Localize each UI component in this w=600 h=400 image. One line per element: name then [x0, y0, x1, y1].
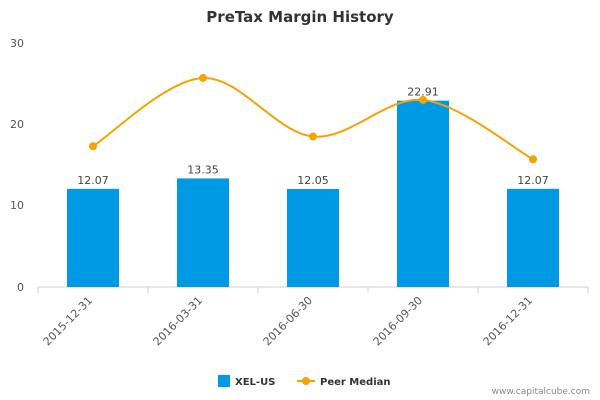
y-axis: 0 10 20 30 [10, 37, 24, 294]
peer-median-point [309, 132, 317, 141]
bar [287, 188, 339, 287]
bar [397, 100, 449, 287]
y-tick-label: 0 [17, 281, 24, 294]
bar-data-label: 12.07 [517, 174, 549, 187]
bar [67, 188, 119, 287]
watermark: www.capitalcube.com [492, 387, 590, 397]
y-tick-label: 10 [10, 199, 24, 212]
bar-data-label: 12.07 [77, 174, 109, 187]
bar-data-labels: 12.07 13.35 12.05 22.91 12.07 [77, 86, 549, 187]
legend-marker-peer-median [302, 377, 310, 385]
bar-data-label: 22.91 [407, 86, 439, 99]
y-tick-label: 30 [10, 37, 24, 50]
legend-label-xel-us: XEL-US [235, 377, 275, 388]
x-tick-label: 2016-03-31 [151, 294, 205, 348]
x-tick-labels: 2015-12-31 2016-03-31 2016-06-30 2016-09-30… [41, 294, 535, 348]
chart-title: PreTax Margin History [206, 8, 394, 26]
legend-swatch-xel-us [218, 375, 230, 387]
bar-data-label: 12.05 [297, 174, 329, 187]
y-tick-label: 20 [10, 118, 24, 131]
bar [177, 178, 229, 287]
line-series-peer-median [89, 73, 537, 164]
x-tick-label: 2015-12-31 [41, 294, 95, 348]
bar [507, 188, 559, 287]
x-tick-label: 2016-12-31 [481, 294, 535, 348]
peer-median-line [92, 76, 534, 161]
legend: XEL-US Peer Median [218, 375, 391, 388]
bar-data-label: 13.35 [187, 163, 219, 176]
legend-label-peer-median: Peer Median [320, 377, 391, 388]
peer-median-point [529, 155, 537, 164]
peer-median-point [199, 73, 207, 82]
peer-median-point [419, 95, 427, 104]
x-tick-label: 2016-09-30 [371, 294, 425, 348]
peer-median-point [89, 142, 97, 151]
bar-series-xel-us [67, 100, 559, 287]
x-axis-ticks [37, 287, 589, 293]
x-tick-label: 2016-06-30 [261, 294, 315, 348]
